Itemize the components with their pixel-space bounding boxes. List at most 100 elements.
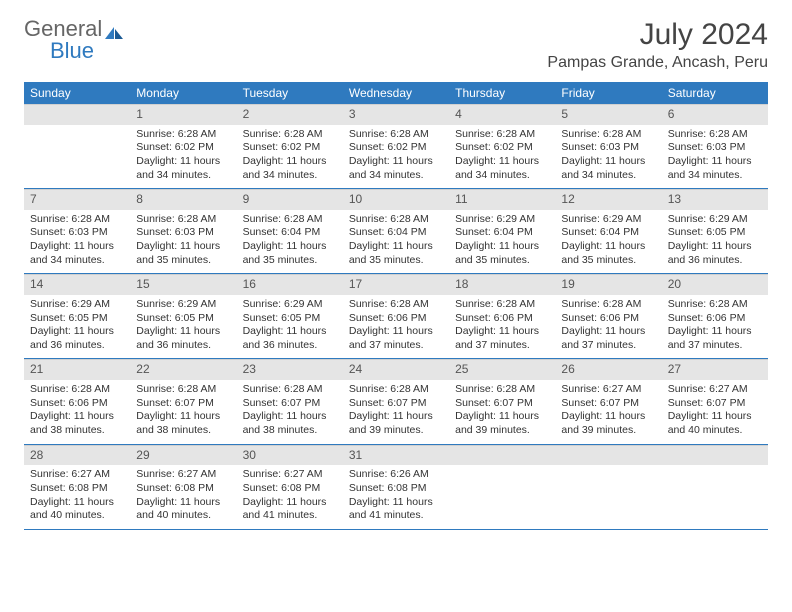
title-block: July 2024 Pampas Grande, Ancash, Peru <box>547 18 768 72</box>
day-number <box>24 104 130 125</box>
day-line: Daylight: 11 hours <box>243 240 337 254</box>
day-cell: 9Sunrise: 6:28 AMSunset: 6:04 PMDaylight… <box>237 189 343 274</box>
day-number: 18 <box>449 274 555 295</box>
day-line: and 34 minutes. <box>136 169 230 183</box>
empty-cell <box>449 444 555 529</box>
day-cell: 2Sunrise: 6:28 AMSunset: 6:02 PMDaylight… <box>237 104 343 189</box>
day-content: Sunrise: 6:28 AMSunset: 6:07 PMDaylight:… <box>449 380 555 444</box>
day-line: Sunrise: 6:28 AM <box>455 128 549 142</box>
day-line: Sunset: 6:07 PM <box>668 397 762 411</box>
day-line: Sunset: 6:07 PM <box>561 397 655 411</box>
day-content: Sunrise: 6:28 AMSunset: 6:04 PMDaylight:… <box>343 210 449 274</box>
day-number: 9 <box>237 189 343 210</box>
calendar-body: 1Sunrise: 6:28 AMSunset: 6:02 PMDaylight… <box>24 104 768 529</box>
day-content: Sunrise: 6:29 AMSunset: 6:05 PMDaylight:… <box>662 210 768 274</box>
day-line: Sunset: 6:08 PM <box>136 482 230 496</box>
day-line: Daylight: 11 hours <box>561 240 655 254</box>
day-line: Sunrise: 6:28 AM <box>455 298 549 312</box>
day-line: Daylight: 11 hours <box>243 325 337 339</box>
day-number: 19 <box>555 274 661 295</box>
day-line: and 34 minutes. <box>455 169 549 183</box>
day-line: and 35 minutes. <box>243 254 337 268</box>
month-title: July 2024 <box>547 18 768 52</box>
day-line: Daylight: 11 hours <box>30 240 124 254</box>
day-cell: 30Sunrise: 6:27 AMSunset: 6:08 PMDayligh… <box>237 444 343 529</box>
day-number: 1 <box>130 104 236 125</box>
day-number: 25 <box>449 359 555 380</box>
day-content: Sunrise: 6:28 AMSunset: 6:04 PMDaylight:… <box>237 210 343 274</box>
day-line: Daylight: 11 hours <box>561 155 655 169</box>
day-number: 2 <box>237 104 343 125</box>
day-line: and 37 minutes. <box>561 339 655 353</box>
day-cell: 24Sunrise: 6:28 AMSunset: 6:07 PMDayligh… <box>343 359 449 444</box>
day-cell: 13Sunrise: 6:29 AMSunset: 6:05 PMDayligh… <box>662 189 768 274</box>
day-line: Sunrise: 6:28 AM <box>136 383 230 397</box>
day-content: Sunrise: 6:28 AMSunset: 6:06 PMDaylight:… <box>555 295 661 359</box>
day-cell: 16Sunrise: 6:29 AMSunset: 6:05 PMDayligh… <box>237 274 343 359</box>
day-number: 3 <box>343 104 449 125</box>
day-line: Sunrise: 6:27 AM <box>30 468 124 482</box>
day-line: and 34 minutes. <box>243 169 337 183</box>
day-content: Sunrise: 6:26 AMSunset: 6:08 PMDaylight:… <box>343 465 449 529</box>
day-number: 31 <box>343 445 449 466</box>
day-line: and 38 minutes. <box>243 424 337 438</box>
day-content: Sunrise: 6:28 AMSunset: 6:07 PMDaylight:… <box>130 380 236 444</box>
day-line: Sunset: 6:06 PM <box>455 312 549 326</box>
day-line: Sunrise: 6:27 AM <box>561 383 655 397</box>
day-line: Daylight: 11 hours <box>136 410 230 424</box>
day-line: Sunrise: 6:27 AM <box>243 468 337 482</box>
day-line: Daylight: 11 hours <box>455 155 549 169</box>
day-line: Sunset: 6:06 PM <box>30 397 124 411</box>
day-cell: 31Sunrise: 6:26 AMSunset: 6:08 PMDayligh… <box>343 444 449 529</box>
day-content: Sunrise: 6:28 AMSunset: 6:06 PMDaylight:… <box>662 295 768 359</box>
day-line: Sunset: 6:07 PM <box>136 397 230 411</box>
day-cell: 15Sunrise: 6:29 AMSunset: 6:05 PMDayligh… <box>130 274 236 359</box>
logo-sail-icon <box>104 26 124 40</box>
week-row: 1Sunrise: 6:28 AMSunset: 6:02 PMDaylight… <box>24 104 768 189</box>
day-line: Daylight: 11 hours <box>455 240 549 254</box>
day-cell: 8Sunrise: 6:28 AMSunset: 6:03 PMDaylight… <box>130 189 236 274</box>
day-cell: 14Sunrise: 6:29 AMSunset: 6:05 PMDayligh… <box>24 274 130 359</box>
day-number: 30 <box>237 445 343 466</box>
empty-cell <box>555 444 661 529</box>
logo-text-general: General <box>24 18 102 40</box>
day-line: and 34 minutes. <box>668 169 762 183</box>
logo-text-blue: Blue <box>50 40 124 62</box>
day-cell: 26Sunrise: 6:27 AMSunset: 6:07 PMDayligh… <box>555 359 661 444</box>
day-line: Daylight: 11 hours <box>561 325 655 339</box>
day-cell: 12Sunrise: 6:29 AMSunset: 6:04 PMDayligh… <box>555 189 661 274</box>
day-line: Sunrise: 6:28 AM <box>561 298 655 312</box>
day-line: Sunset: 6:05 PM <box>30 312 124 326</box>
day-cell: 28Sunrise: 6:27 AMSunset: 6:08 PMDayligh… <box>24 444 130 529</box>
day-cell: 3Sunrise: 6:28 AMSunset: 6:02 PMDaylight… <box>343 104 449 189</box>
week-row: 28Sunrise: 6:27 AMSunset: 6:08 PMDayligh… <box>24 444 768 529</box>
day-line: and 40 minutes. <box>136 509 230 523</box>
day-line: Daylight: 11 hours <box>349 240 443 254</box>
day-line: and 37 minutes. <box>668 339 762 353</box>
day-line: Sunrise: 6:28 AM <box>243 128 337 142</box>
logo: GeneralBlue <box>24 18 124 62</box>
day-line: Sunrise: 6:29 AM <box>243 298 337 312</box>
day-line: Sunrise: 6:29 AM <box>668 213 762 227</box>
day-line: Daylight: 11 hours <box>455 325 549 339</box>
day-content: Sunrise: 6:28 AMSunset: 6:03 PMDaylight:… <box>555 125 661 189</box>
day-cell: 17Sunrise: 6:28 AMSunset: 6:06 PMDayligh… <box>343 274 449 359</box>
weekday-friday: Friday <box>555 82 661 104</box>
day-line: Sunrise: 6:29 AM <box>455 213 549 227</box>
day-line: Sunrise: 6:28 AM <box>136 213 230 227</box>
day-content <box>449 465 555 523</box>
day-number: 8 <box>130 189 236 210</box>
day-number: 7 <box>24 189 130 210</box>
day-content: Sunrise: 6:28 AMSunset: 6:07 PMDaylight:… <box>237 380 343 444</box>
day-line: Sunrise: 6:29 AM <box>30 298 124 312</box>
day-content: Sunrise: 6:29 AMSunset: 6:04 PMDaylight:… <box>449 210 555 274</box>
day-line: and 36 minutes. <box>30 339 124 353</box>
day-line: Sunset: 6:04 PM <box>243 226 337 240</box>
location: Pampas Grande, Ancash, Peru <box>547 54 768 72</box>
day-line: Sunrise: 6:27 AM <box>136 468 230 482</box>
day-line: Daylight: 11 hours <box>349 325 443 339</box>
day-line: and 41 minutes. <box>243 509 337 523</box>
day-content: Sunrise: 6:27 AMSunset: 6:07 PMDaylight:… <box>555 380 661 444</box>
day-number: 15 <box>130 274 236 295</box>
day-line: Sunrise: 6:28 AM <box>349 383 443 397</box>
